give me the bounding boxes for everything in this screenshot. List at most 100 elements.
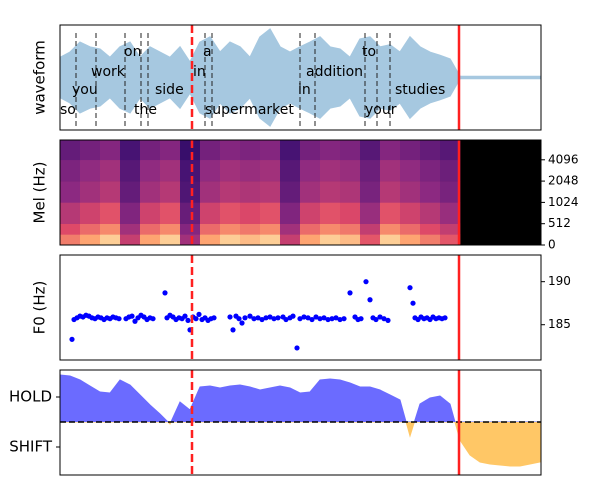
word-label: to bbox=[362, 44, 376, 60]
word-label: work bbox=[91, 64, 126, 80]
heatmap-cell bbox=[200, 159, 221, 182]
heatmap-cell bbox=[160, 223, 181, 235]
heatmap-cell bbox=[60, 159, 81, 182]
y-axis-label: Mel (Hz) bbox=[31, 162, 49, 224]
heatmap-cell bbox=[80, 181, 101, 203]
heatmap-cell bbox=[120, 140, 141, 161]
panel: soyouworkonthesideinasupermarketinadditi… bbox=[31, 24, 542, 131]
heatmap-cell bbox=[260, 223, 281, 235]
heatmap-cell bbox=[120, 159, 141, 182]
heatmap-cell bbox=[120, 223, 141, 235]
heatmap-cell bbox=[200, 140, 221, 161]
panel: HOLD SHIFT bbox=[9, 369, 542, 476]
heatmap-cell bbox=[200, 223, 221, 235]
heatmap-cell bbox=[160, 140, 181, 161]
f0-point bbox=[358, 316, 364, 322]
f0-point bbox=[313, 314, 319, 320]
heatmap-cell bbox=[440, 223, 461, 235]
heatmap-cell bbox=[100, 234, 121, 245]
heatmap-cell bbox=[60, 140, 81, 161]
f0-point bbox=[363, 279, 369, 285]
heatmap-cell bbox=[160, 202, 181, 224]
heatmap-cell bbox=[340, 202, 361, 224]
word-label: studies bbox=[395, 82, 445, 98]
heatmap-cell bbox=[200, 181, 221, 203]
heatmap-cell bbox=[260, 159, 281, 182]
heatmap-cell bbox=[180, 202, 201, 224]
f0-point bbox=[297, 316, 303, 322]
f0-point bbox=[259, 316, 265, 323]
word-label: a bbox=[203, 44, 212, 60]
heatmap-cell bbox=[240, 181, 261, 203]
heatmap-cell bbox=[340, 159, 361, 182]
heatmap-cell bbox=[260, 202, 281, 224]
y-tick-label: SHIFT bbox=[9, 438, 53, 456]
heatmap-cell bbox=[80, 159, 101, 182]
heatmap-cell bbox=[140, 140, 161, 161]
heatmap-cell bbox=[260, 140, 281, 161]
hold-area bbox=[60, 374, 541, 422]
heatmap-cell bbox=[440, 181, 461, 203]
heatmap-cell bbox=[140, 223, 161, 235]
heatmap-cell bbox=[160, 181, 181, 203]
heatmap-cell bbox=[420, 140, 441, 161]
heatmap-cell bbox=[60, 181, 81, 203]
heatmap-cell bbox=[380, 223, 401, 235]
plot-area bbox=[60, 140, 541, 245]
f0-point bbox=[196, 311, 202, 317]
f0-point bbox=[290, 313, 296, 319]
heatmap-cell bbox=[240, 202, 261, 224]
panel: 0 512 1024 2048 4096 Mel (Hz) bbox=[31, 139, 579, 252]
heatmap-cell bbox=[280, 140, 301, 161]
heatmap-cell bbox=[440, 159, 461, 182]
heatmap-cell bbox=[120, 181, 141, 203]
heatmap-cell bbox=[400, 159, 421, 182]
word-label: side bbox=[155, 82, 184, 98]
f0-point bbox=[373, 316, 379, 323]
heatmap-cell bbox=[140, 159, 161, 182]
heatmap-cell bbox=[400, 181, 421, 203]
f0-point bbox=[305, 315, 311, 321]
heatmap-cell bbox=[420, 202, 441, 224]
f0-point bbox=[294, 345, 300, 351]
f0-point bbox=[211, 315, 217, 321]
f0-point bbox=[333, 315, 339, 321]
f0-point bbox=[150, 316, 156, 322]
heatmap-cell bbox=[320, 234, 341, 245]
heatmap-cell bbox=[280, 234, 301, 245]
f0-point bbox=[442, 315, 448, 321]
f0-point bbox=[325, 316, 331, 323]
heatmap-cell bbox=[380, 159, 401, 182]
f0-point bbox=[132, 318, 138, 324]
f0-point bbox=[116, 316, 122, 322]
heatmap-cell bbox=[360, 140, 381, 161]
f0-point bbox=[321, 315, 327, 321]
f0-point bbox=[247, 313, 253, 319]
heatmap-cell bbox=[340, 181, 361, 203]
heatmap-cell bbox=[360, 234, 381, 245]
heatmap-cell bbox=[440, 140, 461, 161]
heatmap-cell bbox=[220, 159, 241, 182]
heatmap-cell bbox=[100, 181, 121, 203]
y-tick-label: 2048 bbox=[548, 174, 579, 188]
heatmap-cell bbox=[440, 202, 461, 224]
heatmap-cell bbox=[80, 223, 101, 235]
heatmap-cell bbox=[140, 202, 161, 224]
heatmap-cell bbox=[420, 234, 441, 245]
heatmap-cell bbox=[300, 202, 321, 224]
heatmap-cell bbox=[440, 234, 461, 245]
f0-point bbox=[230, 327, 236, 333]
heatmap-cell bbox=[360, 223, 381, 235]
heatmap-cell bbox=[300, 223, 321, 235]
heatmap-cell bbox=[300, 234, 321, 245]
f0-point bbox=[239, 320, 245, 326]
y-axis-label: waveform bbox=[31, 40, 49, 115]
heatmap-cell bbox=[320, 223, 341, 235]
heatmap-cell bbox=[280, 159, 301, 182]
f0-point bbox=[236, 316, 242, 322]
y-tick-label: 1024 bbox=[548, 195, 579, 209]
heatmap-cell bbox=[200, 234, 221, 245]
f0-point bbox=[407, 285, 413, 291]
heatmap-cell bbox=[180, 159, 201, 182]
heatmap-cell bbox=[400, 202, 421, 224]
